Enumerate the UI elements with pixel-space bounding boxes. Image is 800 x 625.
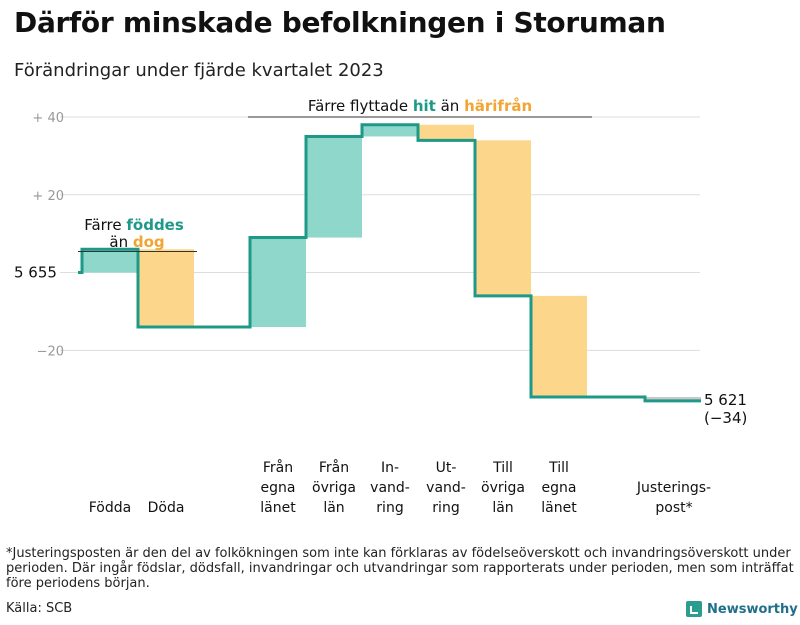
bar-step-6 [418, 124, 474, 141]
bar-step-2 [138, 249, 194, 327]
bar-step-8 [531, 295, 587, 397]
cumulative-step-line [78, 123, 701, 403]
x-axis-label: Justerings-post* [636, 480, 711, 516]
newsworthy-logo-icon [686, 601, 702, 617]
y-tick-label: −20 [37, 344, 64, 359]
start-value-label: 5 655 [14, 264, 57, 282]
bar-step-3 [250, 237, 306, 327]
y-tick-label: + 20 [32, 189, 64, 204]
brand-name: Newsworthy [707, 601, 798, 617]
x-axis-label: Ut-vand-ring [426, 460, 466, 516]
chart-title: Därför minskade befolkningen i Storuman [14, 6, 666, 39]
chart-subtitle: Förändringar under fjärde kvartalet 2023 [14, 60, 384, 81]
x-axis-label: Döda [148, 500, 185, 516]
bar-step-7 [475, 140, 531, 296]
bar-step-5 [362, 124, 418, 137]
x-axis-label: Till övriga län [481, 460, 525, 516]
annotation-births-line1: Färre föddes [84, 216, 184, 234]
bar-step-1 [82, 249, 138, 273]
x-axis-label: Från egna länet [260, 459, 296, 516]
bar-step-4 [306, 136, 362, 238]
total-change-label: (−34) [704, 409, 747, 427]
end-value-label: 5 621 [704, 391, 747, 409]
x-axis-label: Födda [89, 500, 131, 516]
x-axis-label: In-vand-ring [370, 460, 410, 516]
annotation-migration: Färre flyttade hit än härifrån [308, 97, 532, 115]
x-axis-label: Från övriga län [312, 459, 356, 516]
annotation-births-line2: än dog [109, 233, 164, 251]
x-axis-label: Till egna länet [541, 460, 577, 516]
source-label: Källa: SCB [6, 601, 73, 616]
y-tick-label: + 40 [32, 111, 64, 126]
bar-adjustment [645, 397, 701, 401]
brand-logo: Newsworthy [686, 601, 798, 617]
footnote: *Justeringsposten är den del av folkökni… [6, 546, 794, 591]
